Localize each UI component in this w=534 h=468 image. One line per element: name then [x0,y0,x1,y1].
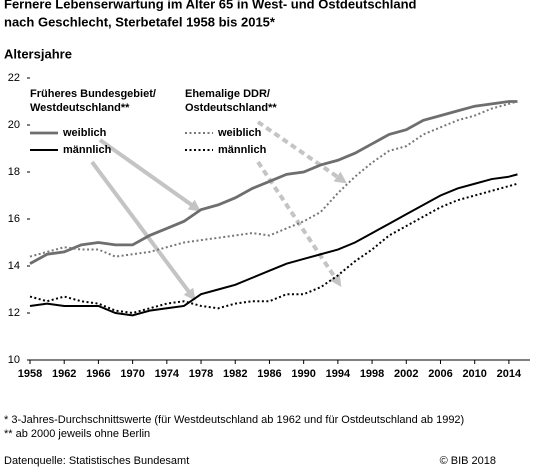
series-line [29,182,518,315]
legend-label: männlich [218,144,267,156]
y-tick-label: 14 [8,260,20,272]
x-tick-label: 2006 [428,368,452,380]
footnote: ** ab 2000 jeweils ohne Berlin [4,428,150,440]
x-tick-label: 1998 [360,368,384,380]
x-tick-label: 2014 [497,368,522,380]
x-tick-label: 1978 [189,368,213,380]
legend-group: Ostdeutschland** [185,102,277,114]
x-tick-label: 1994 [326,368,351,380]
chart-title: nach Geschlecht, Sterbetafel 1958 bis 20… [4,14,276,29]
legend-label: männlich [63,144,112,156]
legend-label: weiblich [217,127,262,139]
x-tick-label: 1966 [86,368,110,380]
legend-group: Ehemalige DDR/ [185,88,270,100]
footnote: * 3-Jahres-Durchschnittswerte (für Westd… [4,414,464,426]
legend-group: Westdeutschland** [30,102,130,114]
arrows [90,120,347,301]
series-line [29,173,518,317]
x-tick-label: 1970 [120,368,144,380]
x-tick-label: 1962 [52,368,76,380]
x-tick-label: 1990 [291,368,315,380]
x-tick-label: 2010 [462,368,486,380]
legend-label: weiblich [62,127,107,139]
y-tick-label: 12 [8,307,20,319]
arrow [256,120,347,184]
arrow [98,138,201,212]
x-tick-label: 1982 [223,368,247,380]
x-tick-label: 1974 [155,368,180,380]
source: Datenquelle: Statistisches Bundesamt [4,455,189,467]
series-line [29,100,518,258]
y-tick-label: 10 [8,354,20,366]
x-tick-label: 1958 [18,368,42,380]
y-tick-label: 16 [8,213,20,225]
arrow [90,160,196,301]
legend-group: Früheres Bundesgebiet/ [30,88,156,100]
x-tick-label: 2002 [394,368,418,380]
chart-title: Fernere Lebenserwartung im Alter 65 in W… [4,0,417,11]
series-line [29,100,518,265]
y-tick-label: 20 [8,119,20,131]
x-tick-label: 1986 [257,368,281,380]
credit: © BIB 2018 [440,455,496,467]
y-tick-label: 22 [8,72,20,84]
y-axis-label: Altersjahre [4,46,72,61]
y-tick-label: 18 [8,166,20,178]
